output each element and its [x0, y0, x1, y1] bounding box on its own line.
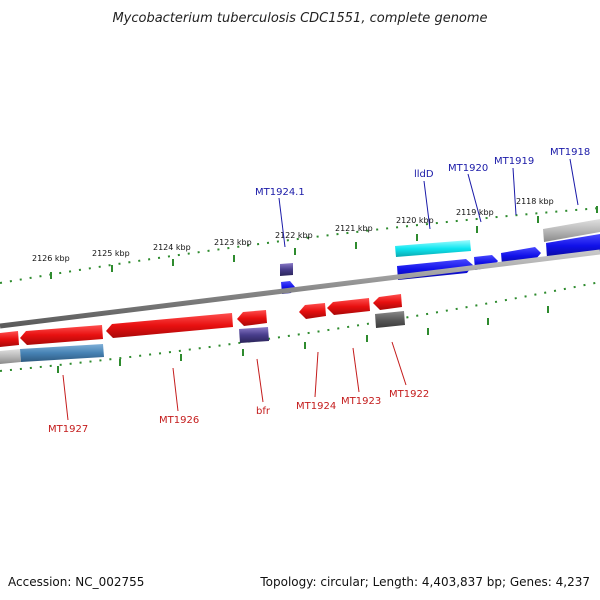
forward-outer-features	[280, 219, 600, 276]
gene-mt1926[interactable]	[106, 313, 233, 338]
scale-label: 2122 kbp	[275, 231, 313, 240]
reverse-gene-labels: MT1927 MT1926 bfr MT1924 MT1923 MT1922	[48, 389, 429, 435]
inner-tick-ring	[0, 281, 600, 372]
inner-major-ticks	[57, 306, 549, 373]
genome-summary-text: Topology: circular; Length: 4,403,837 bp…	[259, 575, 590, 589]
gene-label-mt1924[interactable]: MT1924	[296, 401, 336, 412]
outer-major-ticks	[50, 206, 598, 279]
gene-mt1918-outer[interactable]	[543, 219, 600, 242]
scale-label: 2119 kbp	[456, 208, 494, 217]
gene-mt1927-inner-left[interactable]	[0, 349, 21, 364]
gene-bfr[interactable]	[237, 310, 267, 326]
gene-label-mt1923[interactable]: MT1923	[341, 396, 381, 407]
accession-text: Accession: NC_002755	[8, 575, 144, 589]
scale-label: 2124 kbp	[153, 243, 191, 252]
gene-label-bfr[interactable]: bfr	[256, 406, 271, 417]
forward-gene-labels: MT1924.1 lldD MT1920 MT1919 MT1918	[255, 147, 590, 198]
map-title: Mycobacterium tuberculosis CDC1551, comp…	[112, 11, 487, 26]
reverse-inner-features	[0, 311, 405, 364]
scale-label: 2120 kbp	[396, 216, 434, 225]
scale-label: 2125 kbp	[92, 249, 130, 258]
gene-mt1927-left[interactable]	[0, 331, 19, 347]
scale-label: 2126 kbp	[32, 254, 70, 263]
gene-label-mt1926[interactable]: MT1926	[159, 415, 199, 426]
reverse-label-leaders	[62, 341, 407, 421]
scale-label: 2121 kbp	[335, 224, 373, 233]
gene-mt1924-1-outer[interactable]	[280, 263, 293, 276]
reverse-genes	[0, 294, 402, 347]
scale-labels: 2126 kbp 2125 kbp 2124 kbp 2123 kbp 2122…	[32, 197, 554, 263]
gene-label-lldd[interactable]: lldD	[414, 169, 434, 180]
gene-label-mt1919[interactable]: MT1919	[494, 156, 534, 167]
scale-label: 2123 kbp	[214, 238, 252, 247]
gene-lldd-outer[interactable]	[395, 240, 471, 257]
scale-label: 2118 kbp	[516, 197, 554, 206]
gene-label-mt1922[interactable]: MT1922	[389, 389, 429, 400]
gene-label-mt1918[interactable]: MT1918	[550, 147, 590, 158]
gene-label-mt1927[interactable]: MT1927	[48, 424, 88, 435]
gene-bfr-inner[interactable]	[239, 327, 269, 343]
gene-label-mt1920[interactable]: MT1920	[448, 163, 488, 174]
gene-mt1924[interactable]	[299, 303, 326, 319]
gene-mt1927[interactable]	[20, 325, 103, 345]
gene-label-mt1924-1[interactable]: MT1924.1	[255, 187, 305, 198]
gene-mt1927-inner[interactable]	[20, 344, 104, 362]
genome-backbone	[0, 249, 600, 329]
gene-mt1922[interactable]	[373, 294, 402, 310]
outer-tick-ring	[0, 207, 600, 284]
forward-label-leaders	[278, 158, 579, 248]
gene-mt1923[interactable]	[327, 298, 370, 315]
gene-mt1922-inner[interactable]	[375, 311, 405, 328]
